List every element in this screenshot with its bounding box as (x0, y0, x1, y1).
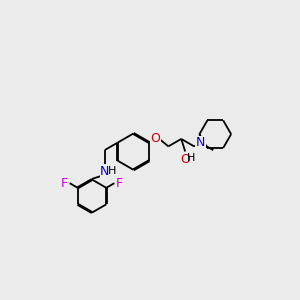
Text: F: F (61, 177, 68, 190)
Text: O: O (180, 153, 190, 166)
Text: N: N (100, 165, 110, 178)
Text: O: O (151, 132, 160, 146)
Text: N: N (196, 136, 205, 149)
Text: F: F (116, 177, 123, 190)
Text: H: H (108, 167, 116, 176)
Text: H: H (187, 153, 195, 163)
